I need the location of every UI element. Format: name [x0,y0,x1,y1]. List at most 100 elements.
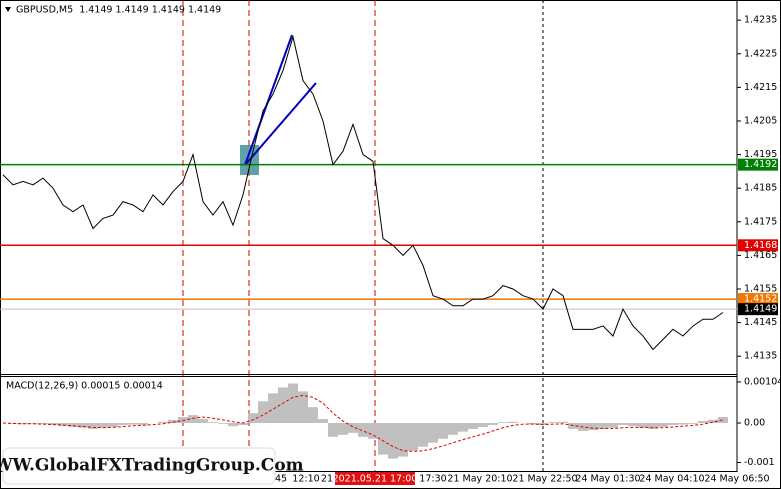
histogram-bar [138,423,148,425]
histogram-bar [668,423,678,425]
x-tick-label: 45 [275,474,287,485]
price-label-bg [738,239,778,252]
x-tick-label: 12:10 [292,474,319,485]
histogram-bar [708,419,718,423]
histogram-bar [478,423,488,427]
y-tick-label: 1.4165 [744,250,777,261]
y-tick-label: 1.4215 [744,82,777,93]
histogram-bar [678,423,688,425]
histogram-bar [528,423,538,425]
x-tick-label: 24 May 04:10 [639,474,704,485]
y-tick-label: 0.00 [744,418,765,429]
price-line [2,34,724,351]
histogram-bar [408,423,418,451]
histogram-bar [448,423,458,435]
histogram-bar [108,423,118,427]
price-label: 1.4149 [744,304,777,315]
histogram-bar [248,413,258,423]
histogram-bar [368,423,378,439]
histogram-bar [548,422,558,423]
histogram-bar [718,417,728,423]
histogram-bar [488,423,498,425]
y-tick-label: 1.4155 [744,283,777,294]
histogram-bar [628,423,638,427]
price-label-bg [738,293,778,306]
histogram-bar [98,423,108,428]
trend-line [244,34,293,166]
y-tick-label: 1.4225 [744,48,777,59]
histogram-bar [658,423,668,427]
histogram-bar [318,419,328,423]
histogram-bar [88,423,98,429]
histogram-bar [228,423,238,427]
indicator-title: MACD(12,26,9) 0.00015 0.00014 [6,381,163,392]
x-tick-label: 21 May 20:10 [447,474,512,485]
histogram-bar [688,423,698,424]
menu-arrow[interactable] [5,7,11,12]
y-tick-label: 1.4135 [744,351,777,362]
histogram-bar [618,423,628,425]
watermark: WWW.GlobalFXTradingGroup.Com [0,456,304,476]
histogram-bar [638,423,648,428]
histogram-bar [348,423,358,433]
histogram-bar [298,391,308,423]
histogram-bar [418,423,428,447]
histogram-bar [328,423,338,437]
histogram-bar [38,423,48,425]
x-tick-label: 21 May 22:50 [512,474,577,485]
histogram-bar [398,423,408,457]
x-tick-label: 24 May 01:30 [575,474,640,485]
histogram-bar [588,423,598,431]
histogram-bar [178,417,188,423]
x-tick-label: 17:30 [419,474,446,485]
histogram-bar [238,423,248,425]
histogram-bar [188,415,198,423]
histogram-bar [438,423,448,439]
histogram-bar [278,387,288,423]
trend-line [244,82,317,166]
signal-line [2,394,724,452]
y-tick-label: 1.4145 [744,317,777,328]
histogram-bar [598,423,608,429]
histogram-bar [268,393,278,423]
histogram-bar [218,423,228,424]
y-tick-label: 1.4195 [744,149,777,160]
histogram-bar [358,423,368,437]
chart-title: GBPUSD,M5 1.4149 1.4149 1.4149 1.4149 [16,5,221,16]
separators [182,0,544,471]
y-tick-label: 0.00104 [744,376,781,387]
y-tick-label: 1.4175 [744,216,777,227]
watermark-bg [2,447,276,485]
histogram-bar [48,423,58,425]
histogram-bar [428,423,438,443]
price-label-bg [738,303,778,316]
histogram-bar [118,423,128,425]
histogram-bar [158,421,168,423]
x-tick-label: 24 May 06:50 [704,474,769,485]
price-label: 1.4192 [744,159,777,170]
histogram-bar [288,383,298,423]
histogram-bar [558,421,568,423]
histogram-bar [458,423,468,432]
histogram-bar [78,423,88,428]
y-tick-label: 1.4185 [744,183,777,194]
histogram-bar [388,423,398,459]
cursor-label-bg [335,472,415,485]
histogram-bar [468,423,478,429]
histogram-bar [508,421,518,423]
price-label: 1.4152 [744,294,777,305]
histogram-bar [568,423,578,429]
histogram-bar [608,423,618,428]
histogram-bar [198,419,208,423]
y-tick-label: 1.4205 [744,115,777,126]
histogram-bar [498,422,508,423]
cursor-label: 2021.05.21 17:00 [333,474,418,485]
y-tick-label: 1.4235 [744,15,777,26]
histogram-bar [128,423,138,425]
y-tick-label: -0.001 [744,457,775,468]
histogram-bar [168,419,178,423]
histogram-bar [378,423,388,455]
